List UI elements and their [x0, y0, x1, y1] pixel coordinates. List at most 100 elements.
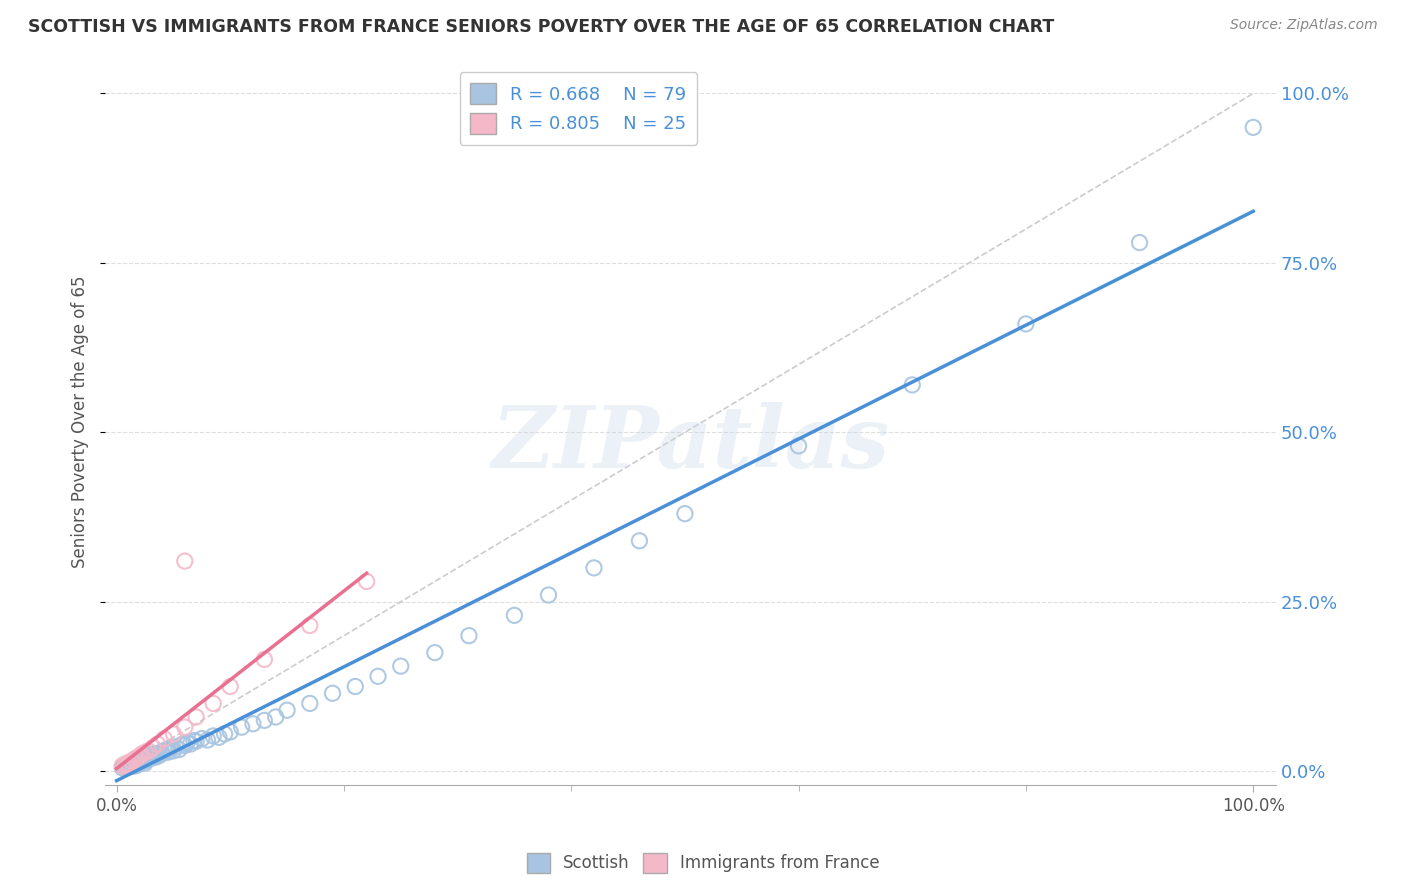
- Point: [503, 608, 526, 623]
- Point: [145, 747, 167, 761]
- Y-axis label: Seniors Poverty Over the Age of 65: Seniors Poverty Over the Age of 65: [72, 276, 89, 568]
- Point: [131, 753, 153, 767]
- Point: [231, 720, 253, 734]
- Point: [202, 697, 225, 711]
- Point: [162, 727, 184, 741]
- Point: [117, 756, 139, 770]
- Point: [172, 737, 194, 751]
- Point: [173, 554, 195, 568]
- Point: [146, 749, 169, 764]
- Point: [131, 747, 153, 762]
- Point: [160, 740, 183, 755]
- Point: [120, 754, 142, 768]
- Point: [121, 755, 143, 769]
- Point: [134, 756, 156, 770]
- Point: [114, 760, 136, 774]
- Legend: Scottish, Immigrants from France: Scottish, Immigrants from France: [520, 847, 886, 880]
- Point: [117, 758, 139, 772]
- Point: [132, 750, 155, 764]
- Point: [153, 731, 176, 746]
- Point: [122, 758, 145, 772]
- Point: [219, 680, 242, 694]
- Point: [114, 760, 136, 774]
- Point: [214, 727, 236, 741]
- Point: [458, 629, 481, 643]
- Point: [121, 756, 143, 770]
- Point: [149, 745, 172, 759]
- Point: [202, 729, 225, 743]
- Point: [143, 750, 166, 764]
- Point: [117, 756, 139, 770]
- Point: [298, 618, 321, 632]
- Point: [155, 742, 177, 756]
- Point: [173, 720, 195, 734]
- Point: [186, 734, 208, 748]
- Legend: R = 0.668    N = 79, R = 0.805    N = 25: R = 0.668 N = 79, R = 0.805 N = 25: [460, 72, 697, 145]
- Point: [176, 736, 198, 750]
- Point: [138, 752, 160, 766]
- Point: [118, 757, 141, 772]
- Point: [264, 710, 287, 724]
- Point: [111, 758, 134, 772]
- Point: [127, 757, 149, 772]
- Text: SCOTTISH VS IMMIGRANTS FROM FRANCE SENIORS POVERTY OVER THE AGE OF 65 CORRELATIO: SCOTTISH VS IMMIGRANTS FROM FRANCE SENIO…: [28, 18, 1054, 36]
- Point: [298, 697, 321, 711]
- Point: [134, 745, 156, 759]
- Point: [1128, 235, 1150, 250]
- Point: [139, 750, 162, 764]
- Point: [132, 754, 155, 768]
- Point: [128, 749, 150, 764]
- Point: [179, 737, 201, 751]
- Text: Source: ZipAtlas.com: Source: ZipAtlas.com: [1230, 18, 1378, 32]
- Point: [253, 714, 276, 728]
- Point: [173, 739, 195, 753]
- Point: [186, 710, 208, 724]
- Point: [142, 740, 165, 755]
- Point: [191, 731, 214, 746]
- Point: [157, 744, 180, 758]
- Point: [389, 659, 412, 673]
- Point: [125, 756, 148, 770]
- Point: [114, 757, 136, 772]
- Point: [165, 739, 187, 754]
- Point: [111, 761, 134, 775]
- Point: [136, 750, 159, 764]
- Point: [143, 747, 166, 762]
- Point: [628, 533, 651, 548]
- Point: [183, 733, 205, 747]
- Point: [344, 680, 367, 694]
- Point: [141, 747, 163, 762]
- Point: [167, 742, 190, 756]
- Point: [125, 750, 148, 764]
- Point: [142, 749, 165, 764]
- Point: [120, 759, 142, 773]
- Point: [138, 744, 160, 758]
- Point: [146, 737, 169, 751]
- Point: [149, 747, 172, 762]
- Point: [124, 752, 146, 766]
- Point: [537, 588, 560, 602]
- Point: [125, 753, 148, 767]
- Point: [787, 439, 810, 453]
- Point: [242, 716, 264, 731]
- Point: [124, 757, 146, 772]
- Text: ZIPatlas: ZIPatlas: [492, 402, 890, 485]
- Point: [276, 703, 298, 717]
- Point: [1015, 317, 1038, 331]
- Point: [120, 757, 142, 772]
- Point: [134, 752, 156, 766]
- Point: [253, 652, 276, 666]
- Point: [138, 749, 160, 764]
- Point: [156, 745, 179, 759]
- Point: [128, 756, 150, 770]
- Point: [673, 507, 696, 521]
- Point: [901, 378, 924, 392]
- Point: [131, 755, 153, 769]
- Point: [135, 753, 157, 767]
- Point: [219, 725, 242, 739]
- Point: [153, 744, 176, 758]
- Point: [125, 758, 148, 772]
- Point: [114, 757, 136, 772]
- Point: [1241, 120, 1264, 135]
- Point: [122, 754, 145, 768]
